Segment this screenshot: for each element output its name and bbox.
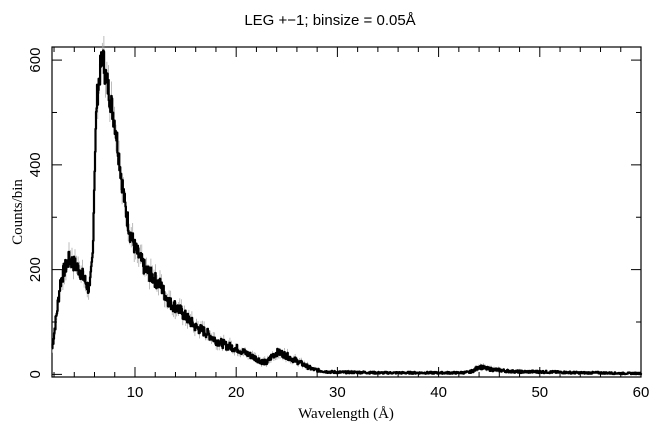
x-tick-label: 60 <box>633 384 650 401</box>
x-tick-label: 30 <box>329 384 346 401</box>
series-line <box>51 49 643 376</box>
y-axis-label: Counts/bin <box>10 179 26 245</box>
y-tick-label: 0 <box>27 370 44 378</box>
chart-title: LEG +−1; binsize = 0.05Å <box>244 12 415 29</box>
x-axis-label: Wavelength (Å) <box>298 406 394 422</box>
x-tick-label: 50 <box>531 384 548 401</box>
error-bars <box>51 36 642 375</box>
y-tick-label: 600 <box>27 48 44 73</box>
plot-frame <box>51 46 642 378</box>
y-axis-ticks: 0 200 400 600 <box>27 48 641 379</box>
x-axis-ticks: 10 20 30 40 50 60 <box>53 47 650 401</box>
x-tick-label: 40 <box>430 384 447 401</box>
y-tick-label: 200 <box>27 257 44 282</box>
x-tick-label: 20 <box>228 384 245 401</box>
y-tick-label: 400 <box>27 152 44 177</box>
x-tick-label: 10 <box>127 384 144 401</box>
